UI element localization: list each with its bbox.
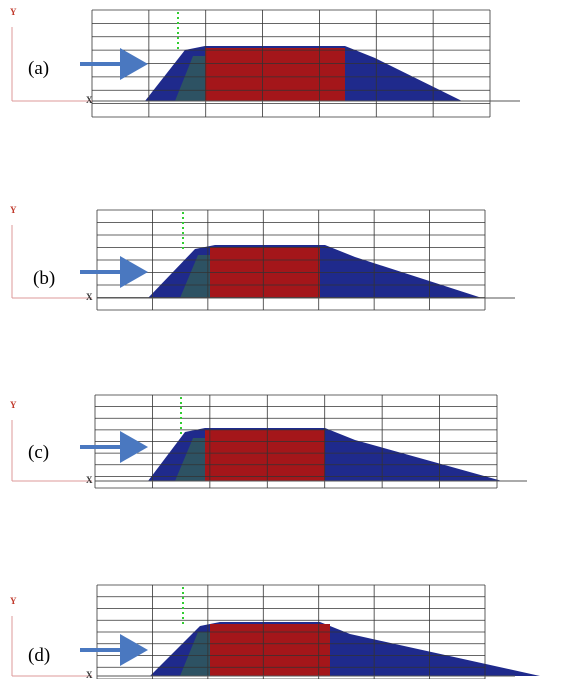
panel: Y X (c) xyxy=(10,394,527,489)
x-axis-label: X xyxy=(86,292,93,302)
panel: Y X (d) xyxy=(10,584,540,679)
particle-mix xyxy=(180,632,210,676)
panel-label: (b) xyxy=(33,268,55,289)
y-axis-label: Y xyxy=(10,205,17,215)
panel-label: (a) xyxy=(28,58,49,79)
x-axis-label: X xyxy=(86,670,93,679)
panel-label: (c) xyxy=(28,442,49,463)
particle-mix xyxy=(175,56,205,101)
panel: Y X (a) xyxy=(10,7,520,118)
y-axis-label: Y xyxy=(10,596,17,606)
y-axis-label: Y xyxy=(10,400,17,410)
x-axis-label: X xyxy=(86,475,93,485)
particle-mix xyxy=(175,438,205,481)
panel-label: (d) xyxy=(28,645,50,666)
particle-mix xyxy=(180,255,210,298)
particle-core xyxy=(205,430,325,481)
panel: Y X (b) xyxy=(10,205,515,311)
particle-core xyxy=(210,624,330,676)
y-axis-label: Y xyxy=(10,7,17,17)
x-axis-label: X xyxy=(86,95,93,105)
particle-core xyxy=(205,48,345,101)
